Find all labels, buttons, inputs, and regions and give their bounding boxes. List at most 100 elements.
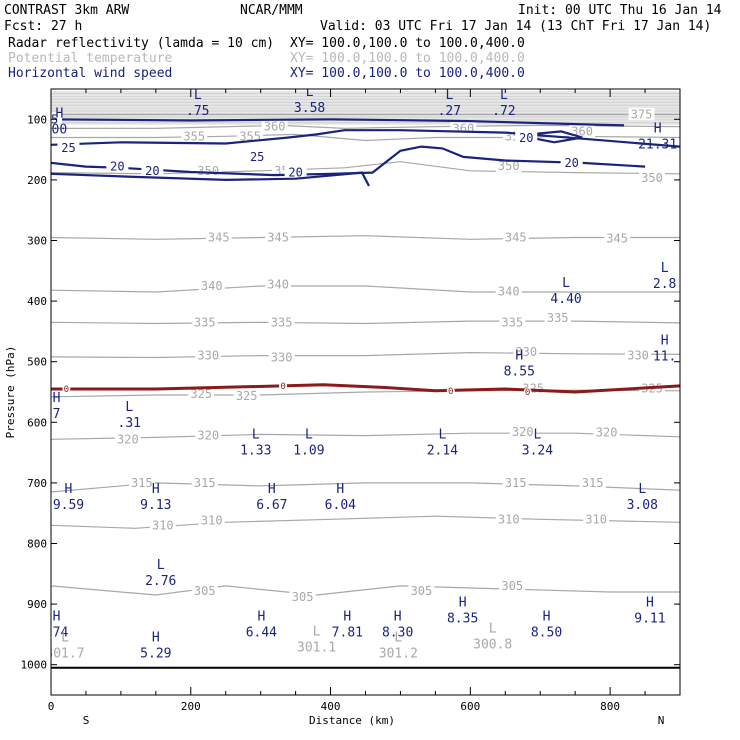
theta-label-bg bbox=[191, 475, 218, 489]
theta-label-bg bbox=[499, 578, 526, 592]
extremum-value: 2.14 bbox=[427, 443, 458, 458]
theta-label-bg bbox=[495, 158, 522, 172]
extremum-value: 2.76 bbox=[145, 574, 176, 589]
zero-label: 0 bbox=[280, 382, 285, 392]
extremum-marker-L: L bbox=[489, 621, 497, 636]
extremum-value: 21.31 bbox=[638, 137, 677, 152]
theta-label: 330 bbox=[627, 349, 649, 363]
theta-contour-345 bbox=[51, 235, 680, 240]
extremum-value: 8.30 bbox=[382, 625, 413, 640]
wind-label: 20 bbox=[564, 156, 578, 170]
theta-label-bg bbox=[268, 315, 295, 329]
theta-label-bg bbox=[188, 386, 215, 400]
wind-label: 20 bbox=[110, 160, 124, 174]
theta-contour-360 bbox=[51, 124, 680, 130]
extremum-marker-H: H bbox=[55, 106, 63, 121]
extremum-marker-L: L bbox=[61, 630, 69, 645]
extremum-value: .74 bbox=[45, 625, 69, 640]
theta-label: 340 bbox=[498, 284, 520, 298]
theta-label-bg bbox=[261, 119, 288, 133]
extremum-marker-L: L bbox=[534, 427, 542, 442]
theta-label-bg bbox=[233, 389, 260, 403]
field-wind-xy: XY= 100.0,100.0 to 100.0,400.0 bbox=[290, 66, 525, 81]
extremum-value: 7.81 bbox=[332, 625, 363, 640]
theta-label-bg bbox=[191, 583, 218, 597]
theta-label: 310 bbox=[201, 513, 223, 527]
theta-label-bg bbox=[569, 124, 596, 138]
theta-label: 360 bbox=[264, 120, 286, 134]
theta-contour-315 bbox=[51, 482, 680, 493]
theta-label: 320 bbox=[117, 432, 139, 446]
extremum-value: 6.44 bbox=[246, 625, 277, 640]
extremum-marker-L: L bbox=[438, 427, 446, 442]
theta-label-bg bbox=[499, 315, 526, 329]
theta-contour-320 bbox=[51, 432, 680, 440]
extremum-value: 3.58 bbox=[294, 101, 325, 116]
wind-label-bg bbox=[560, 155, 583, 169]
y-tick-label: 1000 bbox=[21, 659, 48, 672]
theta-label: 310 bbox=[498, 512, 520, 526]
field-wind-name: Horizontal wind speed bbox=[8, 66, 172, 81]
extremum-value: .75 bbox=[186, 104, 209, 119]
extremum-value: 9.13 bbox=[140, 498, 171, 513]
wind-label-bg bbox=[106, 159, 129, 173]
field-theta-xy: XY= 100.0,100.0 to 100.0,400.0 bbox=[290, 51, 525, 66]
extremum-marker-L: L bbox=[157, 558, 165, 573]
theta-label: 325 bbox=[236, 389, 258, 403]
theta-label: 305 bbox=[501, 579, 523, 593]
theta-contour-330 bbox=[51, 351, 680, 359]
extremum-marker-L: L bbox=[194, 88, 202, 103]
theta-label: 345 bbox=[267, 230, 289, 244]
theta-label-bg bbox=[128, 475, 155, 489]
theta-label: 320 bbox=[197, 429, 219, 443]
theta-label: 330 bbox=[271, 350, 293, 364]
extremum-marker-H: H bbox=[654, 121, 662, 136]
extremum-value: 3.24 bbox=[522, 443, 553, 458]
theta-label-bg bbox=[237, 129, 264, 143]
theta-label-bg bbox=[579, 475, 606, 489]
model-title: CONTRAST 3km ARW bbox=[4, 3, 129, 18]
extremum-marker-H: H bbox=[152, 630, 160, 645]
y-tick-label: 400 bbox=[27, 295, 47, 308]
theta-label-bg bbox=[195, 428, 222, 442]
theta-label: 375 bbox=[631, 107, 653, 121]
theta-label-bg bbox=[495, 512, 522, 526]
y-tick-label: 100 bbox=[27, 113, 47, 126]
org-label: NCAR/MMM bbox=[240, 3, 303, 18]
y-tick-label: 800 bbox=[27, 538, 47, 551]
zero-label: 0 bbox=[448, 387, 453, 397]
extremum-value: 4.40 bbox=[550, 292, 581, 307]
theta-contour-335 bbox=[51, 320, 680, 325]
theta-label-bg bbox=[625, 348, 652, 362]
theta-label-bg bbox=[265, 277, 292, 291]
theta-label-bg bbox=[502, 230, 529, 244]
wind-label: 25 bbox=[250, 150, 264, 164]
theta-contour-340 bbox=[51, 285, 680, 293]
theta-label: 330 bbox=[197, 349, 219, 363]
zero-contour bbox=[51, 383, 680, 394]
extremum-value: .31 bbox=[118, 416, 141, 431]
theta-contour-350 bbox=[51, 161, 680, 175]
extremum-value: 7 bbox=[53, 407, 61, 422]
extremum-marker-H: H bbox=[543, 609, 551, 624]
extremum-value: 1.09 bbox=[293, 443, 324, 458]
wind-label: 20 bbox=[519, 131, 533, 145]
valid-time: Valid: 03 UTC Fri 17 Jan 14 (13 ChT Fri … bbox=[320, 19, 711, 34]
theta-label: 320 bbox=[596, 426, 618, 440]
extremum-marker-H: H bbox=[394, 609, 402, 624]
theta-label-bg bbox=[268, 350, 295, 364]
wind-contour-20 bbox=[51, 171, 370, 187]
wind-contour-25 bbox=[51, 129, 680, 148]
theta-label: 345 bbox=[606, 232, 628, 246]
theta-label: 340 bbox=[267, 278, 289, 292]
x-tick-label: 800 bbox=[600, 700, 620, 713]
extremum-marker-H: H bbox=[152, 482, 160, 497]
wind-label-bg bbox=[284, 165, 307, 179]
zero-label-bg bbox=[446, 386, 455, 395]
y-tick-label: 600 bbox=[27, 416, 47, 429]
field-theta-name: Potential temperature bbox=[8, 51, 173, 66]
extremum-marker-L: L bbox=[125, 400, 133, 415]
extremum-value: 5.29 bbox=[140, 646, 171, 661]
theta-label-bg bbox=[114, 432, 141, 446]
